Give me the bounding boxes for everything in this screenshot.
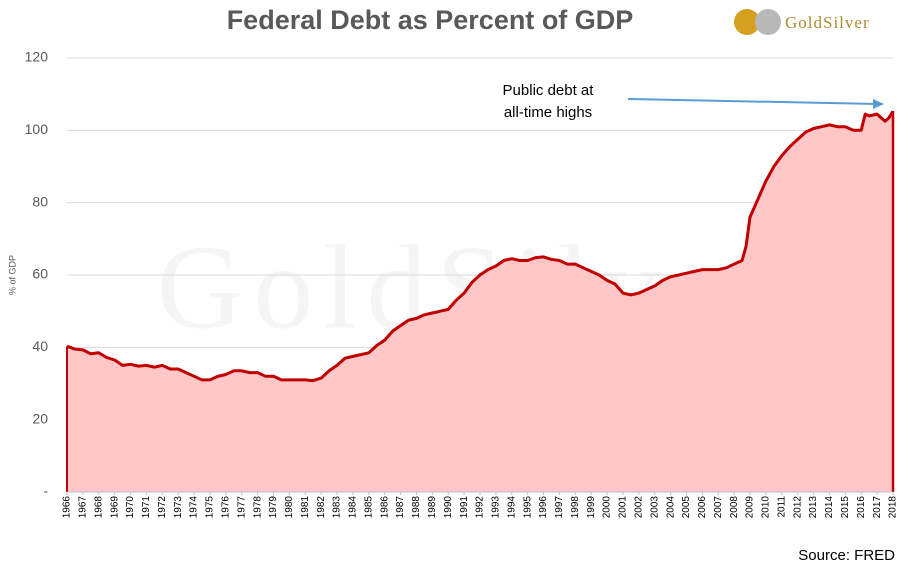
y-axis-label: % of GDP	[7, 255, 17, 295]
x-tick-label: 1979	[268, 496, 279, 519]
x-tick-label: 1974	[189, 496, 200, 519]
x-tick-label: 2008	[729, 496, 740, 519]
annotation-arrowhead	[873, 99, 884, 109]
annotation-arrow	[627, 98, 879, 105]
x-tick-label: 2012	[792, 496, 803, 519]
x-tick-label: 2013	[808, 496, 819, 519]
y-tick-label: 40	[32, 338, 48, 354]
x-tick-label: 2006	[697, 496, 708, 519]
x-tick-label: 2001	[618, 496, 629, 519]
y-tick-label: 80	[32, 193, 48, 209]
y-tick-label: 20	[32, 410, 48, 426]
logo-text: GoldSilver	[785, 13, 870, 32]
x-tick-label: 1983	[332, 496, 343, 519]
annotation: all-time highs	[504, 104, 592, 121]
x-tick-label: 1980	[284, 496, 295, 519]
x-tick-label: 1988	[411, 496, 422, 519]
x-tick-label: 1975	[205, 496, 216, 519]
x-tick-label: 1995	[522, 496, 533, 519]
x-tick-label: 1998	[570, 496, 581, 519]
y-tick-label: -	[43, 483, 48, 499]
x-tick-label: 2005	[681, 496, 692, 519]
x-tick-label: 1982	[316, 496, 327, 519]
x-tick-label: 1967	[78, 496, 89, 519]
x-tick-label: 1986	[379, 496, 390, 519]
x-tick-label: 1970	[125, 496, 136, 519]
x-tick-label: 2014	[824, 496, 835, 519]
x-tick-label: 2010	[761, 496, 772, 519]
source: Source: FRED	[798, 547, 895, 564]
y-tick-label: 120	[25, 49, 49, 65]
x-tick-label: 2018	[888, 496, 899, 519]
x-tick-label: 2015	[840, 496, 851, 519]
logo-coin	[755, 9, 781, 35]
x-tick-label: 1976	[220, 496, 231, 519]
logo: GoldSilver	[734, 9, 870, 35]
x-tick-label: 1985	[363, 496, 374, 519]
logo-coin	[734, 9, 760, 35]
x-tick-label: 2016	[856, 496, 867, 519]
x-tick-label: 1993	[491, 496, 502, 519]
area-fill	[67, 111, 893, 492]
x-tick-label: 2004	[665, 496, 676, 519]
x-tick-label: 1984	[348, 496, 359, 519]
x-tick-label: 1978	[252, 496, 263, 519]
x-tick-label: 1969	[109, 496, 120, 519]
x-tick-label: 2007	[713, 496, 724, 519]
x-tick-label: 2017	[872, 496, 883, 519]
x-tick-label: 1973	[173, 496, 184, 519]
x-tick-label: 1991	[459, 496, 470, 519]
x-tick-label: 2000	[602, 496, 613, 519]
x-tick-label: 1996	[538, 496, 549, 519]
x-tick-label: 1968	[93, 496, 104, 519]
x-tick-label: 2009	[745, 496, 756, 519]
x-tick-label: 2011	[776, 496, 787, 518]
x-tick-label: 2002	[633, 496, 644, 519]
x-tick-label: 1997	[554, 496, 565, 519]
x-tick-label: 2003	[649, 496, 660, 519]
y-tick-label: 100	[25, 121, 49, 137]
x-tick-label: 1971	[141, 496, 152, 519]
x-tick-label: 1994	[506, 496, 517, 519]
y-tick-label: 60	[32, 266, 48, 282]
x-tick-label: 1966	[62, 496, 73, 519]
chart-title: Federal Debt as Percent of GDP	[227, 5, 634, 35]
x-tick-label: 1999	[586, 496, 597, 519]
x-tick-label: 1972	[157, 496, 168, 519]
x-tick-label: 1990	[443, 496, 454, 519]
x-tick-label: 1981	[300, 496, 311, 519]
x-tick-label: 1987	[395, 496, 406, 519]
x-tick-label: 1992	[475, 496, 486, 519]
x-tick-label: 1977	[236, 496, 247, 519]
line	[66, 110, 895, 383]
annotation: Public debt at	[503, 82, 595, 99]
x-tick-label: 1989	[427, 496, 438, 519]
